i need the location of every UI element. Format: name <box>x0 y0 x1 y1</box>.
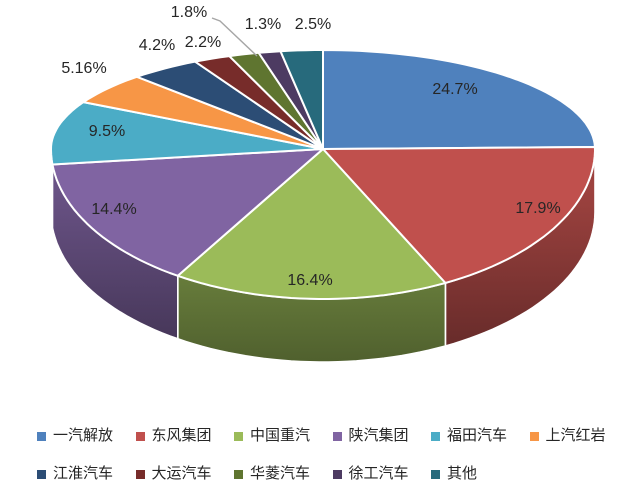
legend-label: 其他 <box>447 466 478 482</box>
pie-slice-label-7: 2.2% <box>185 34 221 51</box>
legend-swatch-icon <box>135 432 145 441</box>
pie-slice-label-0: 24.7% <box>432 81 477 98</box>
legend-item-9: 徐工汽车 <box>332 466 409 483</box>
legend-item-6: 江淮汽车 <box>37 466 113 483</box>
pie-slice-label-8: 1.8% <box>171 4 207 21</box>
legend-item-10: 其他 <box>431 466 477 483</box>
label-leader-line <box>211 17 258 57</box>
legend-item-4: 福田汽车 <box>431 428 507 445</box>
legend-swatch-icon <box>234 432 243 441</box>
pie-slice-label-3: 14.4% <box>91 201 136 218</box>
pie-slice-label-1: 17.9% <box>515 200 560 217</box>
pie-slice-label-4: 9.5% <box>89 123 125 140</box>
pie-slice-10 <box>279 49 324 150</box>
pie-slice-label-9: 1.3% <box>245 16 281 33</box>
legend-swatch-icon <box>135 470 145 479</box>
legend-item-1: 东风集团 <box>135 428 212 445</box>
legend-swatch-icon <box>234 470 243 479</box>
legend-label: 中国重汽 <box>250 428 311 444</box>
legend-item-2: 中国重汽 <box>234 428 310 445</box>
legend-label: 东风集团 <box>151 428 212 444</box>
legend-swatch-icon <box>529 432 539 441</box>
pie-slice-5 <box>82 75 324 150</box>
pie-slice-label-10: 2.5% <box>295 16 331 33</box>
legend-item-3: 陕汽集团 <box>332 428 409 445</box>
pie-slice-1 <box>322 146 596 284</box>
legend-item-8: 华菱汽车 <box>234 466 310 483</box>
pie-chart-canvas: 24.7% 17.9% 16.4% 14.4% 9.5% 5.16% 4.2% 2.2% 1.8… <box>50 4 596 363</box>
legend-swatch-icon <box>431 470 440 479</box>
pie-slice-label-5: 5.16% <box>61 60 106 77</box>
legend-label: 江淮汽车 <box>53 466 114 482</box>
pie-slice-label-6: 4.2% <box>139 37 175 54</box>
pie-slice-3 <box>51 148 324 277</box>
legend-swatch-icon <box>332 470 342 479</box>
pie-slice-6 <box>135 60 324 150</box>
legend-item-0: 一汽解放 <box>37 428 113 445</box>
legend-swatch-icon <box>431 432 440 441</box>
legend-swatch-icon <box>37 432 46 441</box>
legend-swatch-icon <box>37 470 46 479</box>
pie-slice-4 <box>50 101 324 166</box>
legend-item-5: 上汽红岩 <box>529 428 606 445</box>
legend-label: 上汽红岩 <box>545 428 606 444</box>
legend-label: 徐工汽车 <box>348 466 409 482</box>
pie-slice-label-2: 16.4% <box>287 272 332 289</box>
legend-label: 大运汽车 <box>151 466 212 482</box>
legend-label: 福田汽车 <box>447 428 508 444</box>
legend-label: 一汽解放 <box>53 428 114 444</box>
pie-chart: 24.7% 17.9% 16.4% 14.4% 9.5% 5.16% 4.2% 2.2% 1.8… <box>50 4 596 363</box>
legend-label: 陕汽集团 <box>348 428 409 444</box>
legend-label: 华菱汽车 <box>250 466 311 482</box>
pie-slice-2 <box>176 148 447 300</box>
pie-slice-0 <box>322 49 596 150</box>
legend-item-7: 大运汽车 <box>135 466 212 483</box>
legend-swatch-icon <box>332 432 342 441</box>
